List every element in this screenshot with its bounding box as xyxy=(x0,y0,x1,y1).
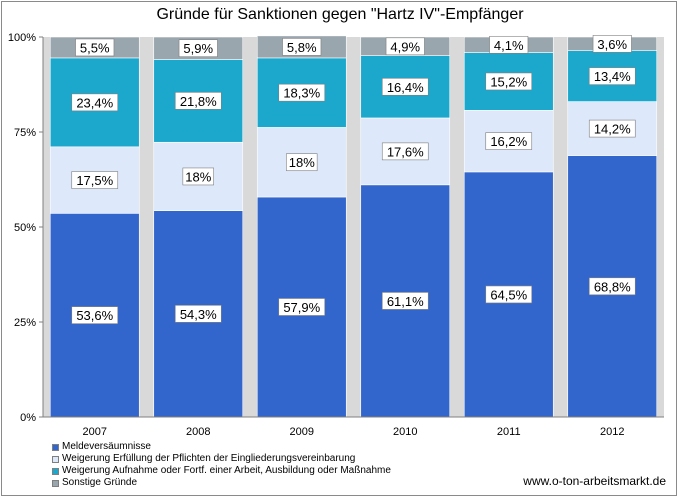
data-label: 57,9% xyxy=(283,300,320,315)
data-label-box xyxy=(381,142,429,161)
data-label-box xyxy=(381,292,429,310)
data-label-box xyxy=(174,305,222,323)
legend-swatch xyxy=(52,479,59,487)
x-tick-label: 2009 xyxy=(290,426,314,438)
data-label-box xyxy=(592,35,632,53)
data-label: 64,5% xyxy=(490,287,527,302)
data-label: 18% xyxy=(289,155,315,170)
data-label-box xyxy=(71,171,119,189)
data-label-box xyxy=(381,77,429,96)
legend-swatch xyxy=(52,443,59,451)
data-label: 61,1% xyxy=(387,294,424,309)
legend-item: Meldeversäumnisse xyxy=(52,441,391,453)
data-label: 17,5% xyxy=(76,173,113,188)
legend: Meldeversäumnisse Weigerung Erfüllung der… xyxy=(52,441,391,489)
data-label-box xyxy=(282,38,322,56)
legend-label: Weigerung Aufnahme oder Fortf. einer Arb… xyxy=(62,465,391,476)
data-label: 23,4% xyxy=(76,95,113,110)
legend-item: Sonstige Gründe xyxy=(52,477,391,489)
data-label-box xyxy=(489,35,529,54)
chart-title: Gründe für Sanktionen gegen "Hartz IV"-E… xyxy=(156,6,524,23)
data-label-box xyxy=(588,119,636,138)
legend-label: Sonstige Gründe xyxy=(62,477,138,488)
data-label: 4,1% xyxy=(494,38,524,53)
data-label: 5,5% xyxy=(80,40,110,55)
data-label: 53,6% xyxy=(76,308,113,323)
data-label-box xyxy=(278,298,326,316)
data-label: 3,6% xyxy=(597,37,627,52)
bar-segment xyxy=(360,117,451,186)
data-label: 54,3% xyxy=(180,307,217,322)
data-label: 68,8% xyxy=(594,279,631,294)
data-label: 16,2% xyxy=(490,134,527,149)
data-label: 4,9% xyxy=(390,39,420,54)
data-label: 21,8% xyxy=(180,94,217,109)
data-label-box xyxy=(174,92,222,110)
data-label: 18% xyxy=(185,169,211,184)
legend-label: Meldeversäumnisse xyxy=(62,441,151,452)
data-label: 5,8% xyxy=(287,40,317,55)
plot-area xyxy=(43,37,664,417)
y-tick-label: 0% xyxy=(20,412,36,424)
data-label-box xyxy=(485,285,533,304)
data-label: 5,9% xyxy=(183,41,213,56)
y-tick-label: 100% xyxy=(8,32,36,44)
data-label-box xyxy=(75,38,115,57)
x-tick-label: 2011 xyxy=(497,426,521,438)
legend-swatch xyxy=(52,455,59,463)
data-label-box xyxy=(485,72,533,91)
bar-segment xyxy=(463,110,554,173)
data-label-box xyxy=(588,277,636,296)
data-label: 15,2% xyxy=(490,74,527,89)
data-label-box xyxy=(182,167,214,186)
legend-item: Weigerung Aufnahme oder Fortf. einer Arb… xyxy=(52,465,391,477)
y-tick-label: 50% xyxy=(14,222,36,234)
data-label: 17,6% xyxy=(387,144,424,159)
data-label-box xyxy=(286,153,318,172)
data-label-box xyxy=(385,37,425,56)
source-credit: www.o-ton-arbeitsmarkt.de xyxy=(523,474,666,488)
data-label-box xyxy=(71,93,119,112)
y-tick-label: 25% xyxy=(14,317,36,329)
x-tick-label: 2007 xyxy=(83,426,107,438)
data-label-box xyxy=(588,67,636,85)
data-label-box xyxy=(178,39,218,58)
x-tick-label: 2008 xyxy=(186,426,210,438)
data-label-box xyxy=(278,83,326,102)
y-tick-label: 75% xyxy=(14,127,36,139)
data-label: 13,4% xyxy=(594,69,631,84)
legend-item: Weigerung Erfüllung der Pflichten der Ei… xyxy=(52,453,391,465)
x-tick-label: 2012 xyxy=(600,426,624,438)
data-label: 16,4% xyxy=(387,80,424,95)
legend-label: Weigerung Erfüllung der Pflichten der Ei… xyxy=(62,453,356,464)
data-label: 18,3% xyxy=(283,86,320,101)
x-tick-label: 2010 xyxy=(393,426,417,438)
data-label-box xyxy=(485,132,533,150)
data-label-box xyxy=(71,306,119,324)
legend-swatch xyxy=(52,467,59,475)
data-label: 14,2% xyxy=(594,122,631,137)
